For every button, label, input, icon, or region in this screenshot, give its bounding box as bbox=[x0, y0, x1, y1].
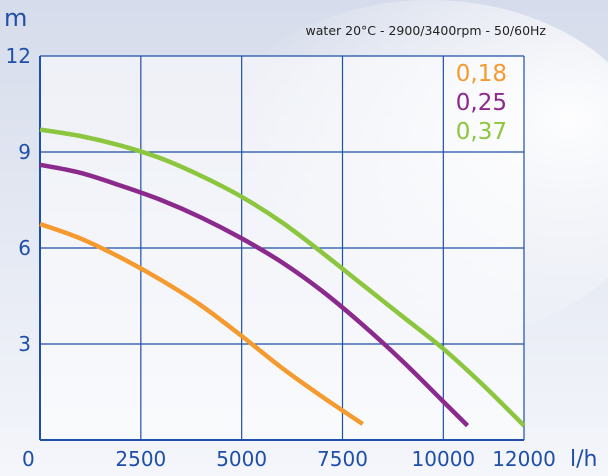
x-tick-label: 12000 bbox=[492, 447, 556, 471]
x-tick-label: 2500 bbox=[115, 447, 166, 471]
y-origin-label: 0 bbox=[22, 447, 35, 471]
legend-item: 0,18 bbox=[456, 61, 507, 87]
chart-subtitle: water 20°C - 2900/3400rpm - 50/60Hz bbox=[306, 23, 547, 38]
legend-item: 0,37 bbox=[456, 119, 507, 145]
legend: 0,18 0,25 0,37 bbox=[456, 61, 507, 145]
y-tick-label: 3 bbox=[18, 332, 31, 356]
x-tick-labels: 2500 5000 7500 10000 12000 bbox=[115, 447, 555, 471]
x-axis-label: l/h bbox=[570, 447, 597, 472]
y-tick-label: 6 bbox=[18, 236, 31, 260]
series-line-0-37 bbox=[39, 127, 526, 428]
x-tick-label: 7500 bbox=[317, 447, 368, 471]
series-line-0-18 bbox=[39, 221, 364, 426]
x-tick-label: 5000 bbox=[216, 447, 267, 471]
series-layer bbox=[39, 127, 526, 428]
y-tick-labels: 3 6 9 12 bbox=[6, 44, 31, 356]
legend-item: 0,25 bbox=[456, 90, 507, 116]
grid-lines bbox=[39, 55, 525, 441]
x-tick-label: 10000 bbox=[412, 447, 476, 471]
y-tick-label: 12 bbox=[6, 44, 31, 68]
series-line-0-25 bbox=[39, 162, 470, 428]
y-axis-label: m bbox=[4, 4, 27, 32]
y-tick-label: 9 bbox=[18, 140, 31, 164]
